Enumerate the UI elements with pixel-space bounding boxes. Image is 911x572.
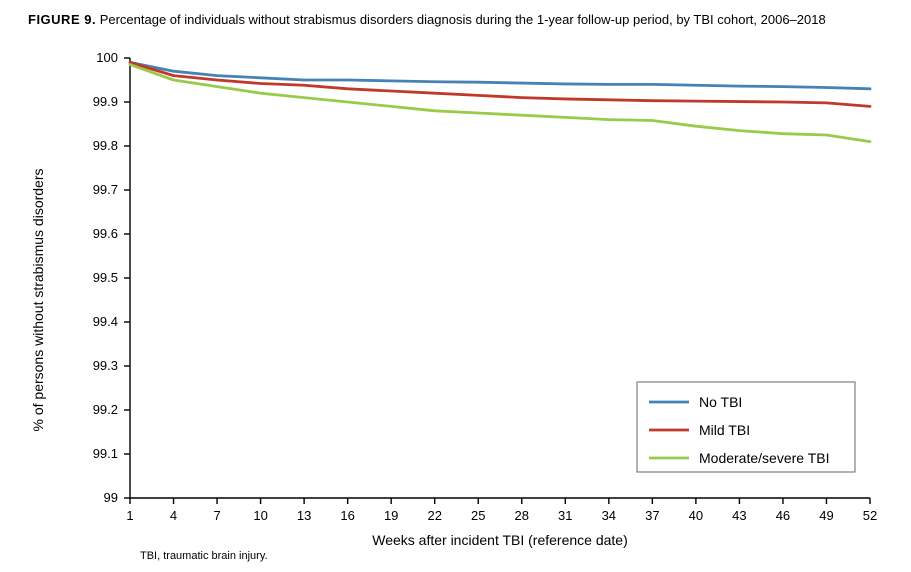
x-tick-label: 10 [253, 508, 267, 523]
x-tick-label: 52 [863, 508, 877, 523]
x-tick-label: 25 [471, 508, 485, 523]
footnote: TBI, traumatic brain injury. [140, 550, 268, 562]
series-line [130, 62, 870, 106]
x-axis-label: Weeks after incident TBI (reference date… [372, 532, 628, 548]
y-tick-label: 99.9 [93, 94, 118, 109]
x-tick-label: 37 [645, 508, 659, 523]
x-tick-label: 34 [602, 508, 616, 523]
x-tick-label: 46 [776, 508, 790, 523]
x-tick-label: 7 [213, 508, 220, 523]
figure-number: FIGURE 9. [28, 12, 96, 27]
figure-title: FIGURE 9. Percentage of individuals with… [28, 12, 826, 29]
legend-label: Mild TBI [699, 422, 750, 438]
line-chart: 99 99.1 99.2 99.3 99.4 99.5 99.6 99.7 99.8 99.9 10… [0, 0, 911, 567]
figure-container: { "figure": { "title_lead": "FIGURE 9.",… [0, 0, 911, 567]
x-tick-label: 49 [819, 508, 833, 523]
x-tick-label: 43 [732, 508, 746, 523]
y-tick-label: 99.6 [93, 226, 118, 241]
x-tick-label: 16 [340, 508, 354, 523]
x-tick-label: 4 [170, 508, 177, 523]
x-tick-label: 28 [515, 508, 529, 523]
y-tick-label: 99 [104, 490, 118, 505]
x-tick-label: 1 [126, 508, 133, 523]
y-tick-label: 99.7 [93, 182, 118, 197]
x-tick-label: 40 [689, 508, 703, 523]
legend-label: No TBI [699, 394, 742, 410]
figure-caption: Percentage of individuals without strabi… [96, 12, 826, 27]
legend-label: Moderate/severe TBI [699, 450, 829, 466]
x-tick-label: 19 [384, 508, 398, 523]
y-axis-label: % of persons without strabismus disorder… [30, 169, 46, 432]
y-tick-label: 99.2 [93, 402, 118, 417]
y-tick-label: 99.8 [93, 138, 118, 153]
x-tick-label: 13 [297, 508, 311, 523]
y-tick-label: 99.1 [93, 446, 118, 461]
y-tick-label: 99.5 [93, 270, 118, 285]
x-tick-label: 31 [558, 508, 572, 523]
x-tick-label: 22 [427, 508, 441, 523]
y-tick-label: 100 [96, 50, 118, 65]
y-tick-label: 99.4 [93, 314, 118, 329]
series-line [130, 62, 870, 88]
y-tick-label: 99.3 [93, 358, 118, 373]
